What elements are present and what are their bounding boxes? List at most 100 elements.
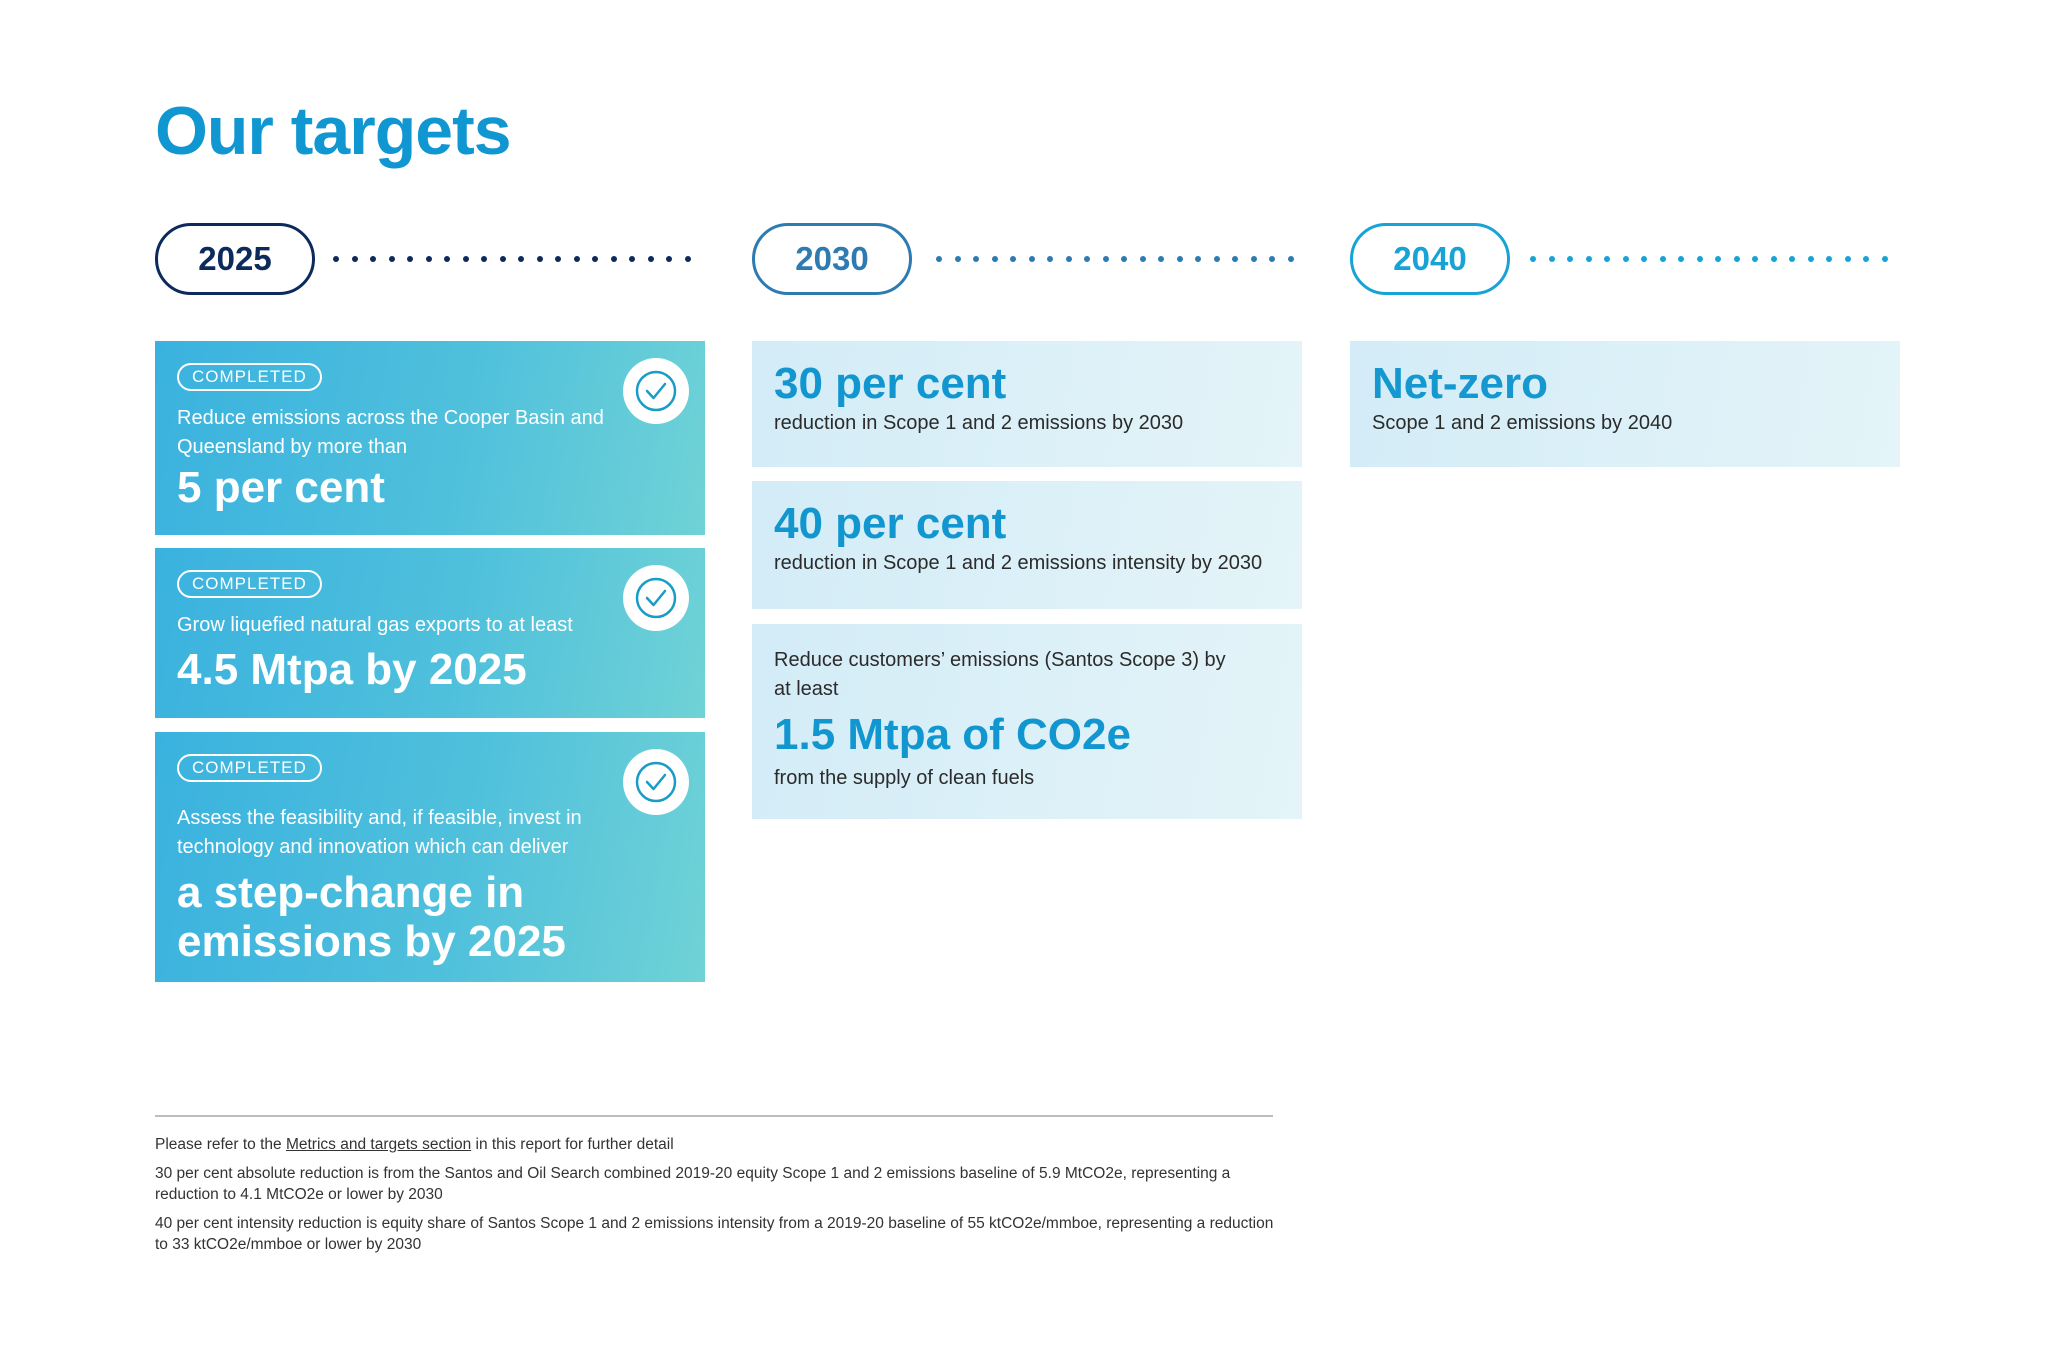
- timeline-dot: [592, 256, 598, 262]
- timeline-dot: [1752, 256, 1758, 262]
- timeline-dot: [1678, 256, 1684, 262]
- target-description: reduction in Scope 1 and 2 emissions by …: [774, 412, 1184, 434]
- target-headline: 5 per cent: [177, 463, 385, 512]
- timeline-dot: [936, 256, 942, 262]
- timeline-dot: [1641, 256, 1647, 262]
- metrics-targets-link[interactable]: Metrics and targets section: [285, 1136, 472, 1153]
- timeline-dot: [1844, 256, 1851, 262]
- timeline-dot: [444, 256, 450, 262]
- timeline-dot: [1789, 256, 1795, 262]
- footnote-refer-suffix: in this report for further detail: [471, 1136, 674, 1153]
- timeline-dot: [370, 256, 376, 262]
- target-headline: 1.5 Mtpa of CO2e: [774, 710, 1131, 759]
- timeline-dot: [1158, 256, 1164, 262]
- timeline-dot: [1287, 256, 1294, 262]
- timeline-dot: [1604, 256, 1610, 262]
- timeline-dot: [954, 256, 961, 262]
- timeline-dot: [1213, 256, 1220, 262]
- timeline-dot: [647, 256, 654, 262]
- target-description: Assess the feasibility and, if feasible,…: [177, 807, 582, 858]
- timeline-dot: [1807, 256, 1814, 262]
- timeline-dot: [1881, 256, 1888, 262]
- completed-badge: COMPLETED: [177, 570, 322, 598]
- timeline-dot: [1770, 256, 1777, 262]
- timeline-dot: [1176, 256, 1183, 262]
- timeline-dot: [1622, 256, 1629, 262]
- timeline-dot: [1121, 256, 1127, 262]
- timeline-dot: [1733, 256, 1740, 262]
- check-circle-icon: [623, 358, 689, 424]
- timeline-dot: [1047, 256, 1053, 262]
- target-description: from the supply of clean fuels: [774, 767, 1035, 789]
- footnote-divider: [155, 1115, 1273, 1117]
- timeline-dot: [1863, 256, 1869, 262]
- footnote-40-per-cent: 40 per cent intensity reduction is equit…: [155, 1215, 1274, 1253]
- timeline-dot: [1567, 256, 1573, 262]
- timeline-dot: [1250, 256, 1257, 262]
- target-intro: Reduce customers’ emissions (Santos Scop…: [774, 649, 1226, 700]
- target-card-2030-absolute: 30 per cent reduction in Scope 1 and 2 e…: [752, 341, 1302, 467]
- timeline-dot: [1696, 256, 1703, 262]
- target-headline: Net-zero: [1372, 359, 1549, 408]
- target-headline: 4.5 Mtpa by 2025: [177, 645, 527, 694]
- timeline-dot: [1659, 256, 1666, 262]
- target-headline: 30 per cent: [774, 359, 1007, 408]
- timeline-dot: [1585, 256, 1592, 262]
- timeline-dot: [1548, 256, 1555, 262]
- timeline-dots-2030: [936, 256, 1306, 262]
- target-card-2030-intensity: 40 per cent reduction in Scope 1 and 2 e…: [752, 481, 1302, 609]
- year-pill-2025: 2025: [155, 223, 315, 295]
- timeline-dot: [388, 256, 395, 262]
- timeline-dot: [1028, 256, 1035, 262]
- timeline-dot: [610, 256, 617, 262]
- timeline-dot: [1530, 256, 1536, 262]
- target-headline: 40 per cent: [774, 499, 1007, 548]
- timeline-dot: [1084, 256, 1090, 262]
- timeline-dot: [407, 256, 413, 262]
- completed-badge: COMPLETED: [177, 754, 322, 782]
- timeline-dots-2040: [1530, 256, 1900, 262]
- footnote-30-per-cent: 30 per cent absolute reduction is from t…: [155, 1165, 1231, 1203]
- target-card-2025-lng: COMPLETED Grow liquefied natural gas exp…: [155, 548, 705, 718]
- target-card-2040-net-zero: Net-zero Scope 1 and 2 emissions by 2040: [1350, 341, 1900, 467]
- check-circle-icon: [623, 749, 689, 815]
- timeline-dot: [536, 256, 543, 262]
- footnote-refer: Please refer to the Metrics and targets …: [155, 1134, 1275, 1155]
- timeline-dot: [1269, 256, 1275, 262]
- timeline-dot: [518, 256, 524, 262]
- timeline-dot: [573, 256, 580, 262]
- target-description: Reduce emissions across the Cooper Basin…: [177, 407, 604, 458]
- timeline-dot: [1195, 256, 1201, 262]
- timeline-dot: [666, 256, 672, 262]
- timeline-dot: [1102, 256, 1109, 262]
- target-description: Grow liquefied natural gas exports to at…: [177, 614, 573, 636]
- year-pill-2040: 2040: [1350, 223, 1510, 295]
- target-card-2025-emissions: COMPLETED Reduce emissions across the Co…: [155, 341, 705, 535]
- timeline-dot: [351, 256, 358, 262]
- timeline-dot: [1715, 256, 1721, 262]
- timeline-dot: [499, 256, 506, 262]
- timeline-dot: [1010, 256, 1016, 262]
- timeline-dot: [1232, 256, 1238, 262]
- timeline-dot: [1139, 256, 1146, 262]
- timeline-dot: [333, 256, 339, 262]
- timeline-dot: [991, 256, 998, 262]
- timeline-dot: [555, 256, 561, 262]
- timeline-dot: [973, 256, 979, 262]
- footnotes: Please refer to the Metrics and targets …: [155, 1134, 1275, 1263]
- timeline-dot: [629, 256, 635, 262]
- target-headline: a step-change in emissions by 2025: [177, 868, 566, 966]
- check-circle-icon: [623, 565, 689, 631]
- timeline-dot: [462, 256, 469, 262]
- timeline-dot: [425, 256, 432, 262]
- year-pill-2030: 2030: [752, 223, 912, 295]
- timeline-dot: [481, 256, 487, 262]
- timeline-dot: [1826, 256, 1832, 262]
- timeline-dot: [684, 256, 691, 262]
- timeline-dot: [1065, 256, 1072, 262]
- footnote-refer-prefix: Please refer to the: [155, 1136, 286, 1153]
- target-description: Scope 1 and 2 emissions by 2040: [1372, 412, 1673, 434]
- target-card-2025-technology: COMPLETED Assess the feasibility and, if…: [155, 732, 705, 982]
- completed-badge: COMPLETED: [177, 363, 322, 391]
- target-card-2030-scope3: Reduce customers’ emissions (Santos Scop…: [752, 624, 1302, 819]
